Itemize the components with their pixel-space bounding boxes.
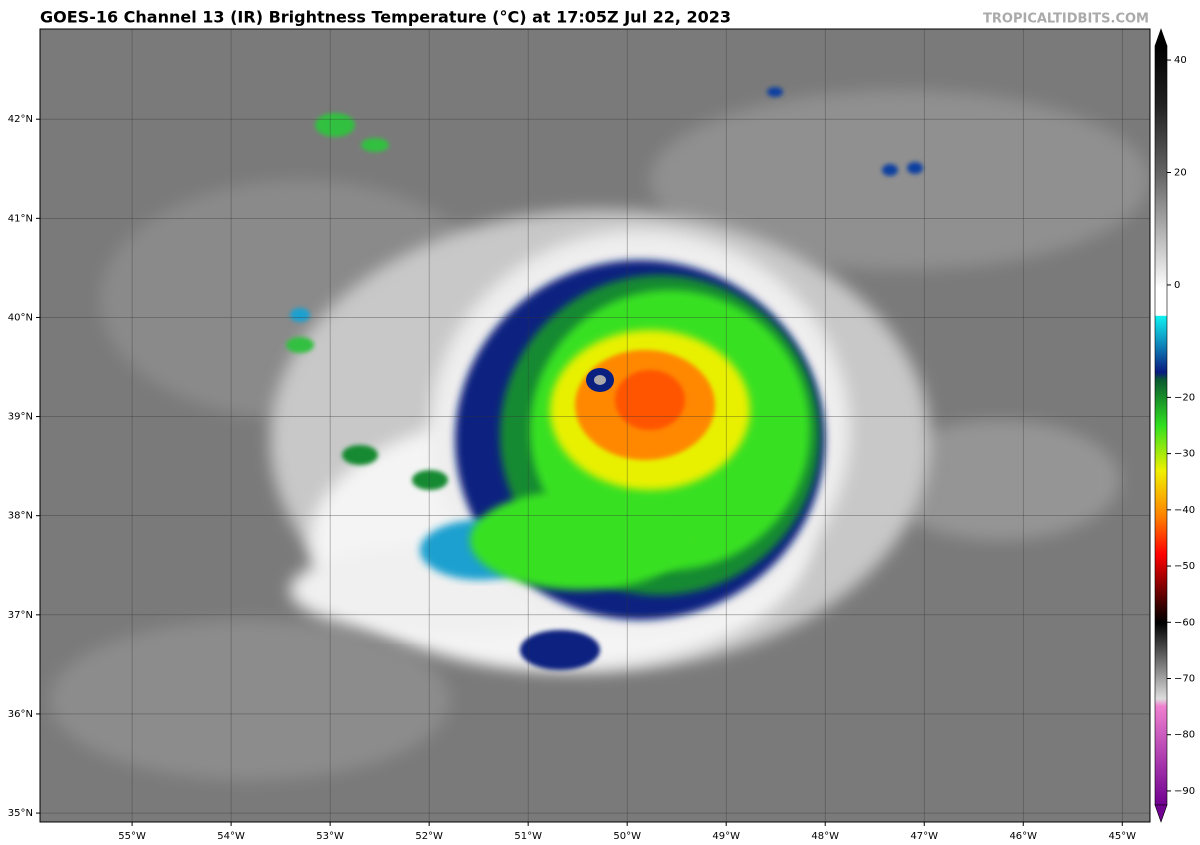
y-tick-label: 42°N — [8, 114, 33, 125]
colorbar-tick-label: −30 — [1174, 449, 1195, 460]
colorbar-tick-label: −80 — [1174, 730, 1195, 741]
x-tick-label: 48°W — [811, 831, 839, 842]
y-tick-label: 35°N — [8, 808, 33, 819]
colorbar-extend-top — [1154, 28, 1168, 47]
x-tick-label: 53°W — [316, 831, 344, 842]
y-tick-label: 38°N — [8, 511, 33, 522]
x-tick-label: 52°W — [415, 831, 443, 842]
colorbar-scale — [1154, 45, 1168, 806]
colorbar-tick-label: −70 — [1174, 674, 1195, 685]
colorbar-tick-label: −60 — [1174, 617, 1195, 628]
credit: TROPICALTIDBITS.COM — [983, 12, 1149, 27]
satellite-image — [40, 29, 1150, 822]
colorbar-tick-label: −90 — [1174, 786, 1195, 797]
y-tick-label: 36°N — [8, 709, 33, 720]
x-tick-label: 47°W — [910, 831, 938, 842]
y-tick-label: 39°N — [8, 412, 33, 423]
y-tick-label: 37°N — [8, 610, 33, 621]
colorbar — [1154, 28, 1168, 823]
x-tick-label: 54°W — [217, 831, 245, 842]
y-tick-label: 40°N — [8, 312, 33, 323]
colorbar-tick-label: 0 — [1174, 280, 1180, 291]
map-frame — [39, 28, 1151, 823]
x-tick-label: 55°W — [118, 831, 146, 842]
colorbar-extend-bottom — [1154, 804, 1168, 823]
title: GOES-16 Channel 13 (IR) Brightness Tempe… — [40, 8, 731, 27]
x-tick-label: 49°W — [712, 831, 740, 842]
x-tick-label: 45°W — [1108, 831, 1136, 842]
colorbar-tick-label: 20 — [1174, 168, 1187, 179]
graticule — [40, 29, 1150, 822]
x-tick-label: 51°W — [514, 831, 542, 842]
colorbar-tick-label: −50 — [1174, 561, 1195, 572]
colorbar-tick-label: 40 — [1174, 55, 1187, 66]
y-tick-label: 41°N — [8, 213, 33, 224]
colorbar-tick-label: −20 — [1174, 392, 1195, 403]
x-tick-label: 50°W — [613, 831, 641, 842]
colorbar-tick-label: −40 — [1174, 505, 1195, 516]
x-tick-label: 46°W — [1009, 831, 1037, 842]
